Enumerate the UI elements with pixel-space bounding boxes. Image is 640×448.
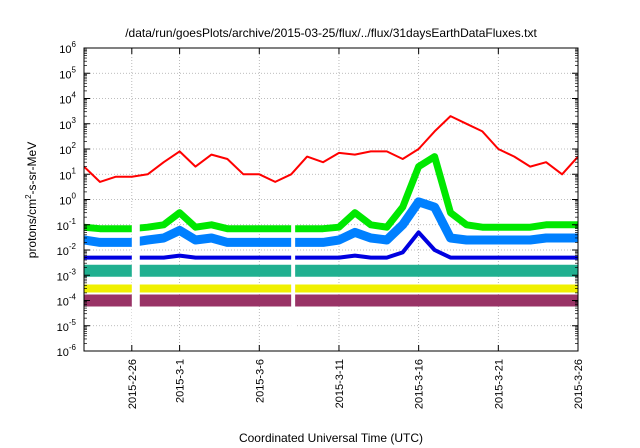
y-tick-label-exp: 0 — [72, 192, 77, 201]
y-tick-label-base: 10 — [59, 196, 71, 208]
series-line-3 — [84, 197, 578, 247]
x-tick-label: 2015-3-16 — [414, 359, 426, 409]
x-tick-label: 2015-3-11 — [334, 359, 346, 408]
y-tick-label-base: 10 — [59, 69, 71, 81]
y-tick-label-base: 10 — [57, 221, 69, 233]
y-tick-label: 105 — [59, 65, 76, 81]
y-tick-label: 10-1 — [57, 217, 77, 233]
y-tick-label: 103 — [59, 116, 76, 132]
y-tick-label-exp: -5 — [69, 318, 77, 327]
chart-title: /data/run/goesPlots/archive/2015-03-25/f… — [125, 26, 537, 40]
x-tick-label: 2015-3-26 — [573, 359, 585, 409]
x-tick-label: 2015-3-6 — [254, 359, 266, 403]
y-tick-label-exp: 1 — [72, 166, 77, 175]
y-tick-label-exp: 6 — [72, 40, 77, 49]
series-layer — [84, 115, 578, 307]
x-tick-label: 2015-2-26 — [127, 359, 139, 409]
y-tick-label-exp: 3 — [72, 116, 77, 125]
y-tick-label: 10-5 — [57, 318, 77, 334]
y-tick-label: 10-6 — [57, 343, 77, 359]
y-tick-label-exp: 4 — [72, 91, 77, 100]
y-tick-label: 104 — [59, 91, 76, 107]
y-tick-label: 102 — [59, 141, 76, 157]
y-tick-label-base: 10 — [57, 297, 69, 309]
y-tick-label-base: 10 — [57, 347, 69, 359]
y-tick-label-base: 10 — [59, 120, 71, 132]
y-tick-label: 10-3 — [57, 267, 77, 283]
y-tick-label-base: 10 — [57, 322, 69, 334]
y-tick-label-exp: -6 — [69, 343, 77, 352]
y-tick-label-exp: -2 — [69, 242, 77, 251]
x-axis: 2015-2-26 2015-3-1 2015-3-6 2015-3-11 2015-3… — [127, 48, 585, 409]
y-axis: 10-610-510-410-310-210-11001011021031041… — [57, 40, 578, 359]
data-gap — [291, 208, 296, 351]
y-tick-label-base: 10 — [59, 44, 71, 56]
data-gap — [131, 208, 140, 351]
y-tick-label-base: 10 — [57, 271, 69, 283]
y-tick-label: 106 — [59, 40, 76, 56]
series-line-2 — [84, 153, 578, 233]
series-line-1 — [84, 115, 578, 183]
y-tick-label: 100 — [59, 192, 76, 208]
y-tick-label-base: 10 — [59, 95, 71, 107]
x-tick-label: 2015-3-1 — [175, 359, 187, 403]
y-tick-label-base: 10 — [59, 145, 71, 157]
y-tick-label-exp: -1 — [69, 217, 77, 226]
y-axis-label-main: protons/cm — [25, 199, 39, 258]
y-axis-label-rest: -s-sr-MeV — [25, 142, 39, 195]
y-tick-label-base: 10 — [57, 246, 69, 258]
x-tick-label: 2015-3-21 — [493, 359, 505, 409]
y-tick-label-base: 10 — [59, 170, 71, 182]
y-tick-label-exp: -3 — [69, 267, 77, 276]
x-axis-label: Coordinated Universal Time (UTC) — [239, 431, 423, 445]
y-tick-label-exp: 5 — [72, 65, 77, 74]
y-tick-label-exp: -4 — [69, 293, 77, 302]
y-axis-label: protons/cm2-s-sr-MeV — [24, 142, 39, 258]
gap-layer — [131, 208, 296, 351]
y-tick-label: 10-4 — [57, 293, 77, 309]
y-axis-label-sup: 2 — [24, 194, 33, 199]
series-line-4 — [84, 230, 578, 260]
y-tick-label: 10-2 — [57, 242, 77, 258]
y-tick-label-exp: 2 — [72, 141, 77, 150]
y-tick-label: 101 — [59, 166, 76, 182]
